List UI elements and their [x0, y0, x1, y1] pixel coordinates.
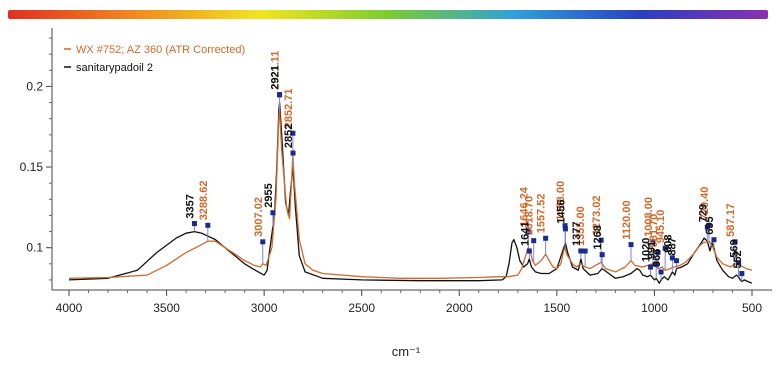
- spectrum-color-bar: [8, 10, 768, 19]
- peak-marker: [277, 92, 283, 98]
- peak-marker: [260, 239, 266, 245]
- peak-marker: [290, 150, 296, 156]
- x-tick-label: 1000: [641, 301, 668, 315]
- peak-label: 1120.00: [621, 200, 633, 239]
- peak-label: 569: [729, 239, 741, 257]
- x-tick-label: 2000: [446, 301, 473, 315]
- y-tick-label: 0.2: [26, 79, 43, 93]
- peak-label: 2955: [263, 183, 275, 207]
- peak-marker: [191, 221, 197, 227]
- peak-label: 1008.00: [643, 197, 655, 237]
- peak-marker: [205, 222, 211, 228]
- peak-marker: [662, 245, 668, 251]
- peak-marker: [543, 235, 549, 241]
- peak-label: 1273.02: [591, 195, 603, 235]
- peak-marker: [599, 252, 605, 258]
- peak-marker: [650, 239, 656, 245]
- peak-label: 1646.24: [518, 186, 530, 227]
- peak-marker: [739, 271, 745, 277]
- peak-label: 1456: [555, 199, 567, 223]
- peak-marker: [669, 255, 675, 261]
- peak-label: 587.17: [725, 203, 737, 237]
- peak-label: 3357: [184, 194, 196, 218]
- peak-marker: [290, 130, 296, 136]
- axes: 4000 3500 3000 2500 2000 1500 1000 500 0.1 0.15 0.…: [20, 28, 772, 315]
- peak-label: 1377: [571, 221, 583, 245]
- x-tick-label: 2500: [348, 301, 375, 315]
- peak-label: 1641: [519, 221, 531, 245]
- peak-label: 966: [651, 249, 663, 267]
- x-tick-label: 4000: [56, 301, 83, 315]
- peak-marker: [711, 237, 717, 243]
- peak-marker: [562, 223, 568, 229]
- peak-marker: [578, 248, 584, 254]
- peak-label: 729: [697, 204, 709, 222]
- peak-label: 1458.00: [555, 181, 567, 221]
- peak-marker: [704, 224, 710, 230]
- legend-entry-label: WX #752; AZ 360 (ATR Corrected): [76, 44, 245, 56]
- peak-marker: [658, 269, 664, 275]
- series-line-orange: [68, 109, 753, 279]
- peak-marker: [628, 242, 634, 248]
- peak-marker: [526, 248, 532, 254]
- legend: WX #752; AZ 360 (ATR Corrected) sanitaryp…: [64, 44, 245, 74]
- peak-label: 552: [732, 250, 744, 268]
- y-tick-label: 0.1: [26, 241, 43, 255]
- peak-label: 1020: [641, 238, 653, 262]
- x-tick-label: 3500: [153, 301, 180, 315]
- peak-label: 991: [646, 241, 658, 259]
- peak-label: 3288.62: [198, 181, 210, 221]
- peak-label: 945.10: [655, 210, 667, 244]
- peak-label: 1618.70: [524, 196, 536, 236]
- peak-marker: [270, 210, 276, 216]
- x-tick-label: 1500: [544, 301, 571, 315]
- peak-label: 981.70: [648, 214, 660, 248]
- peak-marker: [673, 258, 679, 264]
- peak-marker: [732, 239, 738, 245]
- peak-marker: [525, 229, 531, 235]
- peak-label: 3007.02: [253, 197, 265, 237]
- y-tick-label: 0.15: [20, 160, 44, 174]
- peak-label: 2852.71: [283, 88, 295, 128]
- peak-marker: [648, 264, 654, 270]
- peak-marker: [562, 226, 568, 232]
- peak-marker: [531, 238, 537, 244]
- x-axis-label: cm⁻¹: [392, 344, 421, 359]
- peak-label: 695: [704, 216, 716, 234]
- peak-marker: [655, 249, 661, 255]
- peak-label: 887: [666, 237, 678, 255]
- peak-marker: [598, 237, 604, 243]
- x-tick-label: 3000: [251, 301, 278, 315]
- peak-label: 2852: [283, 124, 295, 148]
- peak-label: 720.40: [699, 187, 711, 221]
- peak-label: 1355.00: [575, 206, 587, 246]
- peak-label: 908: [662, 235, 674, 253]
- peak-label: 1557.52: [536, 194, 548, 234]
- peak-marker: [736, 260, 742, 266]
- peak-label: 2921.11: [270, 51, 282, 90]
- peak-label: 2921: [270, 65, 282, 89]
- legend-entry-label: sanitarypadoil 2: [76, 62, 153, 74]
- peak-label: 1268: [592, 225, 604, 249]
- peak-marker: [653, 261, 659, 267]
- peak-marker: [582, 248, 588, 254]
- x-tick-label: 500: [742, 301, 762, 315]
- series-lines: [68, 101, 753, 284]
